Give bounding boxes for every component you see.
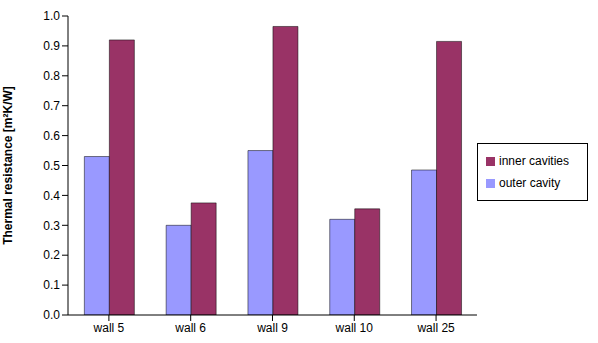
- svg-text:wall 9: wall 9: [256, 321, 288, 335]
- svg-text:Thermal resistance [m²K/W]: Thermal resistance [m²K/W]: [8, 86, 15, 245]
- svg-text:wall 5: wall 5: [93, 321, 125, 335]
- svg-text:0.5: 0.5: [43, 159, 60, 173]
- svg-text:wall 6: wall 6: [174, 321, 206, 335]
- svg-text:0.7: 0.7: [43, 99, 60, 113]
- svg-text:wall 10: wall 10: [335, 321, 374, 335]
- svg-text:0.1: 0.1: [43, 278, 60, 292]
- svg-text:0.9: 0.9: [43, 39, 60, 53]
- svg-text:0.3: 0.3: [43, 219, 60, 233]
- svg-text:0.2: 0.2: [43, 248, 60, 262]
- svg-text:wall 25: wall 25: [416, 321, 455, 335]
- svg-text:1.0: 1.0: [43, 9, 60, 23]
- svg-text:0.4: 0.4: [43, 189, 60, 203]
- svg-text:0.6: 0.6: [43, 129, 60, 143]
- svg-text:0.8: 0.8: [43, 69, 60, 83]
- html-text:inner cavities: inner cavities: [499, 153, 569, 168]
- html-text:outer cavity: outer cavity: [499, 175, 561, 190]
- svg-text:0.0: 0.0: [43, 308, 60, 322]
